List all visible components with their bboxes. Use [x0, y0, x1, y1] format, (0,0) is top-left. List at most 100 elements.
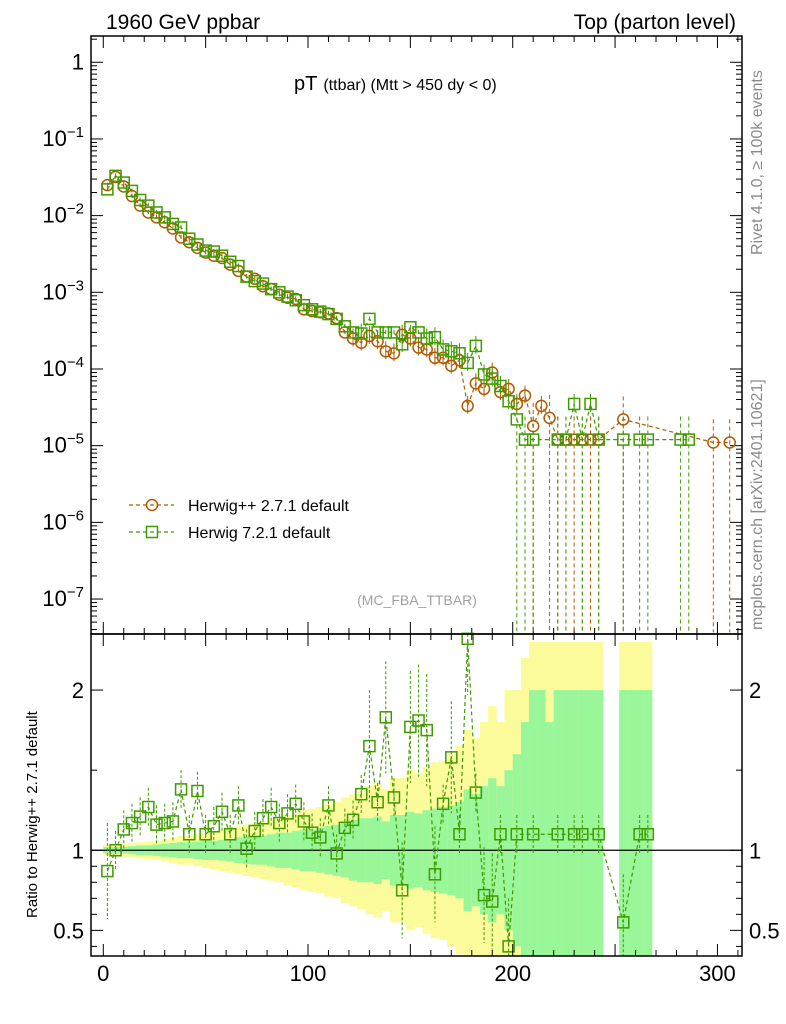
data-point-herwig7 [477, 368, 491, 381]
plot-title-sub: (ttbar) (Mtt > 450 dy < 0) [323, 77, 496, 94]
main-frame [90, 35, 743, 635]
data-point-herwig7 [453, 347, 466, 360]
ratio-data-point [223, 827, 237, 841]
data-point-herwig7 [445, 345, 458, 358]
data-point-herwigpp [379, 345, 393, 358]
ratio-data-point [215, 805, 229, 819]
data-point-herwigpp [567, 433, 581, 446]
data-point-herwig7 [125, 184, 139, 198]
ratio-data-point [330, 847, 343, 860]
ratio-data-point [289, 797, 302, 811]
y-tick-label: 10−5 [42, 431, 84, 458]
ratio-data-point [445, 751, 458, 764]
data-point-herwig7 [617, 433, 630, 446]
legend-item-herwigpp: Herwig++ 2.7.1 default [129, 498, 350, 515]
data-point-herwig7 [166, 217, 180, 231]
data-point-herwig7 [281, 290, 294, 303]
ratio-y-tick-label-left: 2 [72, 678, 84, 703]
ratio-data-point [142, 800, 155, 814]
data-point-herwig7 [485, 372, 499, 385]
y-tick-label: 10−1 [42, 124, 84, 151]
data-point-herwig7 [297, 298, 311, 312]
data-point-herwigpp [387, 347, 401, 360]
data-point-herwigpp [412, 341, 425, 354]
y-tick-label: 10−4 [42, 354, 84, 381]
data-point-herwigpp [371, 335, 384, 348]
ratio-data-point [469, 786, 483, 799]
ratio-y-tick-label-right: 2 [749, 678, 761, 703]
series-line-herwig7 [106, 174, 689, 441]
ratio-data-point [125, 816, 139, 830]
ratio-data-point [526, 827, 540, 841]
legend: Herwig++ 2.7.1 default Herwig 7.2.1 defa… [129, 498, 350, 542]
ratio-bands [103, 642, 653, 956]
ratio-series-line [106, 638, 648, 947]
data-point-herwig7 [371, 326, 384, 339]
ratio-data-point [371, 795, 384, 809]
ratio-y-axis-label: Ratio to Herwig++ 2.7.1 default [24, 710, 41, 918]
ratio-data-point [404, 720, 417, 734]
data-point-herwigpp [518, 389, 532, 402]
ratio-frame [90, 633, 743, 957]
data-point-herwig7 [584, 397, 597, 411]
y-tick-label: 10−2 [42, 201, 84, 228]
ratio-data-point [551, 827, 565, 841]
ratio-data-point [477, 888, 491, 902]
ratio-data-point [117, 823, 131, 836]
ratio-data-point [109, 844, 122, 857]
ratio-data-point [354, 787, 368, 801]
ratio-y-tick-label-right: 0.5 [749, 918, 780, 943]
ratio-data-point [191, 784, 204, 798]
uncertainty-band-inner [545, 722, 555, 956]
plot-title: pT (ttbar) (Mtt > 450 dy < 0) [294, 73, 497, 95]
data-point-herwig7 [240, 270, 253, 283]
ratio-data-point [576, 827, 589, 841]
data-point-herwig7 [682, 433, 696, 446]
energy-label: 1960 GeV ppbar [106, 11, 260, 34]
legend-marker-square [145, 525, 159, 539]
ratio-data-point [256, 811, 270, 825]
data-point-herwig7 [330, 312, 343, 326]
data-point-herwig7 [264, 282, 278, 296]
data-point-herwig7 [461, 356, 474, 370]
ratio-data-point [641, 827, 655, 841]
data-point-herwig7 [641, 433, 655, 446]
data-point-herwigpp [723, 436, 736, 449]
data-point-herwig7 [305, 303, 319, 316]
uncertainty-band-inner [619, 690, 628, 956]
legend-item-herwig7: Herwig 7.2.1 default [129, 525, 331, 542]
data-point-herwig7 [674, 433, 687, 446]
x-tick-label: 300 [699, 961, 736, 986]
main-panel: pT (ttbar) (Mtt > 450 dy < 0) (MC_FBA_TTB… [42, 35, 743, 635]
data-point-herwig7 [363, 312, 376, 326]
uncertainty-band-inner [594, 690, 604, 956]
data-point-herwigpp [477, 382, 491, 396]
legend-label-herwig7: Herwig 7.2.1 default [188, 525, 331, 542]
ratio-y-tick-label-left: 0.5 [53, 918, 84, 943]
ratio-data-point [412, 714, 425, 727]
ratio-data-point [273, 816, 286, 830]
ratio-data-point [101, 864, 114, 878]
ratio-data-point [617, 916, 630, 929]
data-point-herwig7 [510, 413, 524, 426]
ratio-data-point [281, 807, 294, 820]
uncertainty-band-inner [635, 690, 645, 956]
ratio-data-point [338, 821, 352, 835]
data-point-herwig7 [232, 259, 245, 273]
analysis-label: (MC_FBA_TTBAR) [357, 592, 477, 608]
data-point-herwig7 [354, 327, 368, 340]
x-tick-label: 200 [494, 961, 531, 986]
ratio-data-point [240, 842, 253, 855]
rivet-version-label: Rivet 4.1.0, ≥ 100k events [749, 70, 766, 255]
plot-title-main: pT [294, 73, 317, 95]
data-point-herwig7 [387, 326, 401, 339]
x-tick-label: 0 [97, 961, 109, 986]
uncertainty-band-inner [553, 690, 563, 956]
ratio-data-point [183, 827, 196, 841]
data-point-herwig7 [379, 326, 393, 339]
ratio-data-point [207, 819, 221, 833]
y-tick-label: 1 [72, 49, 84, 74]
data-point-herwig7 [633, 433, 646, 446]
data-point-herwig7 [248, 274, 262, 288]
data-point-herwig7 [551, 433, 565, 446]
